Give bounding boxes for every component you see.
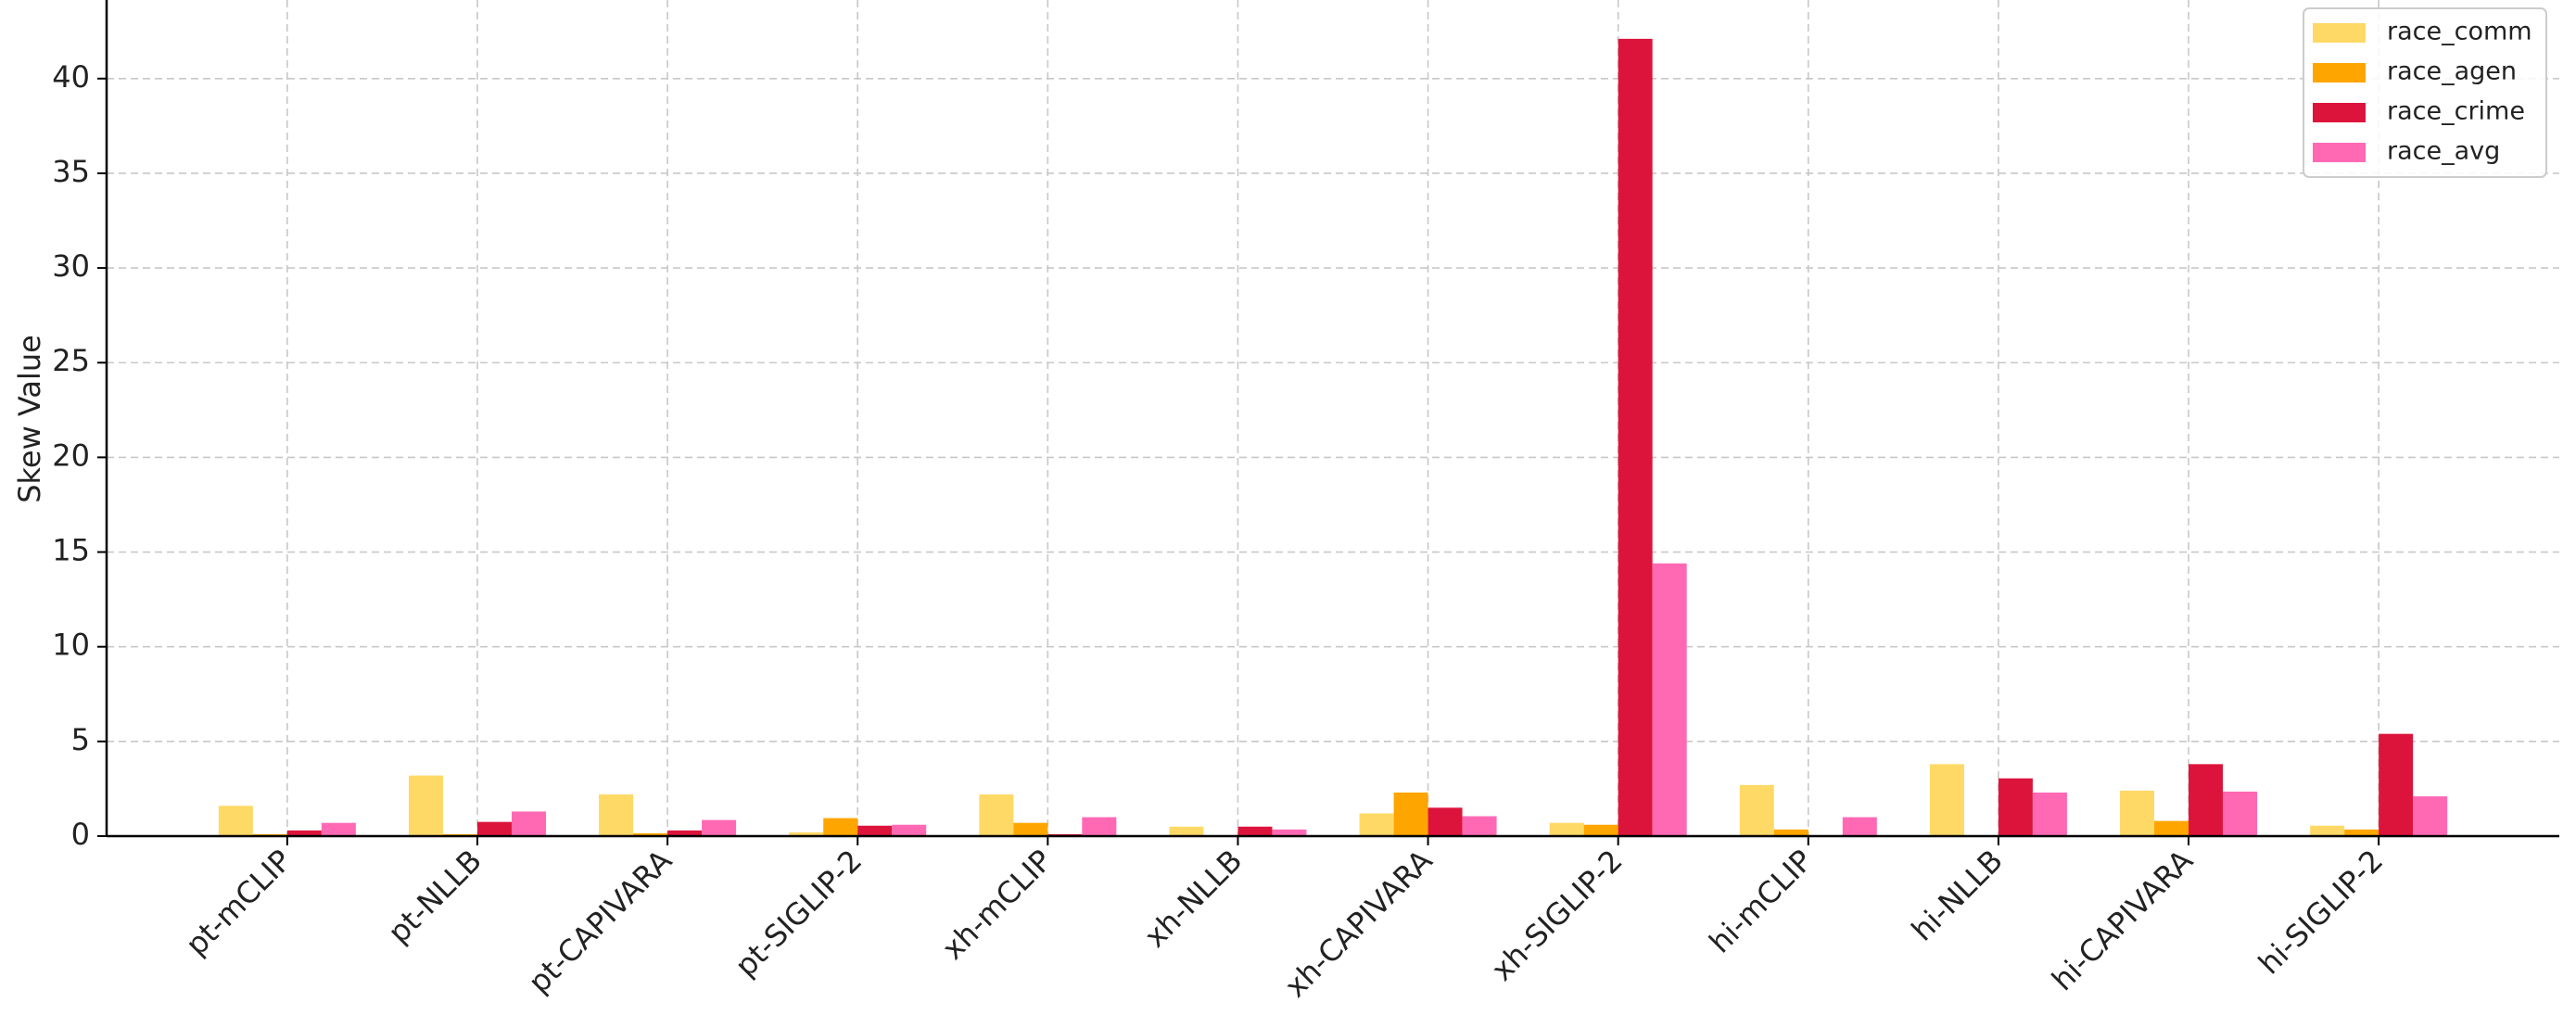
y-axis-label: Skew Value <box>12 335 47 503</box>
bar <box>1359 813 1394 836</box>
bar <box>408 775 443 836</box>
bar <box>857 825 893 836</box>
bar <box>2413 796 2448 836</box>
bar <box>1739 784 1774 836</box>
x-tick-label: hi-mCLIP <box>1702 843 1819 959</box>
x-tick-label: xh-CAPIVARA <box>1277 843 1439 1004</box>
legend-swatch <box>2313 23 2366 43</box>
y-tick-label: 40 <box>52 59 90 95</box>
bar <box>1428 807 1463 836</box>
bar <box>599 794 634 836</box>
x-tick-label: xh-SIGLIP-2 <box>1484 843 1629 987</box>
legend-swatch <box>2313 143 2366 162</box>
bar <box>1652 563 1687 836</box>
legend-label: race_agen <box>2387 57 2517 86</box>
bar <box>2344 829 2379 836</box>
bar <box>1618 38 1653 837</box>
x-tick-label: xh-NLLB <box>1137 843 1249 954</box>
x-tick-label: pt-mCLIP <box>179 843 298 962</box>
x-tick-label: hi-CAPIVARA <box>2045 843 2200 997</box>
y-tick-label: 0 <box>71 817 90 852</box>
bar <box>2154 820 2189 836</box>
bar <box>2189 764 2224 836</box>
legend-label: race_avg <box>2387 137 2500 166</box>
legend-box <box>2303 7 2547 178</box>
bar <box>2120 790 2155 836</box>
y-tick-label: 10 <box>52 628 90 663</box>
x-tick-label: hi-SIGLIP-2 <box>2252 843 2390 981</box>
bar <box>2032 793 2067 836</box>
y-tick-label: 15 <box>52 533 90 568</box>
bar <box>1583 824 1618 836</box>
legend-label: race_crime <box>2387 97 2525 126</box>
y-tick-label: 25 <box>52 343 90 378</box>
bar <box>321 822 356 836</box>
bar <box>1998 778 2033 836</box>
y-tick-label: 30 <box>52 248 90 284</box>
x-tick-label: pt-SIGLIP-2 <box>728 843 869 984</box>
y-tick-label: 20 <box>52 438 90 473</box>
bar <box>1773 829 1808 836</box>
bar <box>667 830 703 836</box>
bar <box>1169 826 1204 836</box>
y-tick-label: 5 <box>71 722 90 757</box>
x-tick-label: pt-CAPIVARA <box>521 843 679 1000</box>
y-tick-label: 35 <box>52 154 90 189</box>
bar <box>979 794 1014 836</box>
bar <box>2379 733 2414 836</box>
bar <box>1272 829 1307 836</box>
bar <box>1082 817 1117 836</box>
bar <box>1393 793 1428 836</box>
bar <box>2223 791 2258 836</box>
legend-swatch <box>2313 63 2366 82</box>
bar <box>218 806 253 836</box>
bar <box>476 821 512 836</box>
bar <box>1842 817 1877 836</box>
legend-label: race_comm <box>2387 18 2532 46</box>
bar <box>1462 816 1497 836</box>
bar <box>1013 822 1048 836</box>
bar <box>511 811 546 836</box>
x-tick-label: hi-NLLB <box>1905 843 2010 947</box>
bar <box>633 832 668 836</box>
bar <box>1237 826 1273 836</box>
x-tick-label: pt-NLLB <box>381 843 489 950</box>
x-tick-label: xh-mCLIP <box>935 843 1060 967</box>
bar <box>789 831 824 836</box>
bar <box>286 830 322 836</box>
legend-swatch <box>2313 103 2366 122</box>
bar <box>2310 825 2345 836</box>
bar <box>823 818 858 836</box>
bar <box>1549 822 1584 836</box>
bar <box>1929 764 1964 836</box>
bar <box>702 819 737 836</box>
bar <box>892 824 927 836</box>
